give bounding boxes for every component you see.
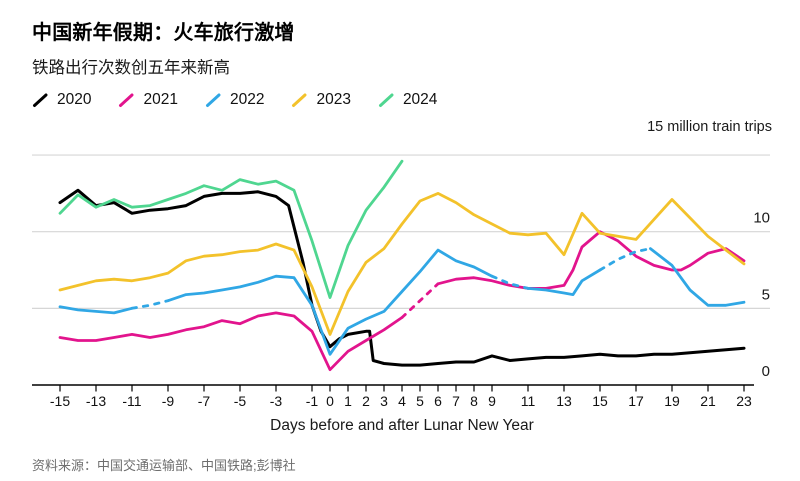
legend-label: 2023 (316, 91, 351, 108)
x-tick-label-17: 17 (628, 393, 644, 409)
legend-slash-swatch-icon (378, 93, 394, 107)
legend-label: 2022 (229, 91, 265, 108)
legend-item-2020: 2020 (32, 91, 91, 109)
legend-label: 2024 (402, 91, 438, 108)
y-tick-label-0: 0 (762, 363, 770, 380)
y-axis-unit-label: 15 million train trips (647, 119, 772, 135)
x-tick-label-0: 0 (326, 393, 334, 409)
x-tick-label-7: 7 (452, 393, 460, 409)
legend-slash-swatch-icon (33, 93, 48, 107)
x-tick-label--1: -1 (306, 393, 319, 409)
series-2023-line (58, 192, 746, 336)
x-tick-label-11: 11 (521, 393, 536, 409)
x-tick-label-9: 9 (488, 393, 496, 409)
x-tick-label--11: -11 (122, 393, 141, 409)
x-tick-label--3: -3 (270, 393, 283, 409)
x-tick-label--13: -13 (86, 393, 106, 409)
legend-slash-swatch-icon (205, 93, 221, 107)
series-2022-dashed-segment (598, 247, 652, 272)
legend-item-2022: 2022 (205, 91, 264, 109)
x-tick-label-15: 15 (592, 393, 608, 409)
x-axis-title: Days before and after Lunar New Year (270, 417, 534, 434)
legend-slash-swatch-icon (119, 93, 134, 107)
x-tick-label-23: 23 (736, 393, 752, 409)
x-tick-label-4: 4 (398, 393, 406, 409)
legend-slash-swatch-icon (292, 93, 307, 107)
y-tick-label-5: 5 (762, 286, 770, 303)
x-tick-label-13: 13 (556, 393, 572, 409)
series-2022-line (526, 268, 602, 296)
x-tick-label-2: 2 (362, 393, 370, 409)
series-2022-line (166, 248, 494, 356)
x-tick-label-5: 5 (416, 393, 424, 409)
x-tick-label-19: 19 (664, 393, 680, 409)
chart-legend: 2020 2021 2022 2023 2024 (32, 91, 772, 109)
series-2022-dashed-segment (130, 299, 170, 310)
x-tick-label--9: -9 (162, 393, 175, 409)
legend-item-2023: 2023 (291, 91, 351, 109)
x-tick-label-1: 1 (344, 393, 352, 409)
series-2021-line (436, 230, 746, 290)
x-tick-label--5: -5 (234, 393, 247, 409)
legend-label: 2021 (143, 91, 178, 108)
legend-item-2021: 2021 (118, 91, 178, 109)
x-tick-label-3: 3 (380, 393, 388, 409)
x-tick-label-6: 6 (434, 393, 442, 409)
page-title: 中国新年假期：火车旅行激增 (32, 22, 295, 44)
legend-item-2024: 2024 (378, 91, 437, 109)
series-2022-line (649, 247, 746, 307)
series-2024-line (58, 159, 404, 299)
series-2021-line (58, 311, 404, 372)
chart-subtitle: 铁路出行次数创五年来新高 (32, 59, 230, 77)
source-attribution: 资料来源：中国交通运输部、中国铁路;彭博社 (32, 458, 296, 473)
series-2020-line (58, 188, 746, 367)
y-tick-label-10: 10 (753, 210, 770, 227)
legend-label: 2020 (57, 91, 92, 108)
series-2022-line (58, 305, 134, 315)
x-tick-label--15: -15 (50, 393, 70, 409)
x-tick-label-21: 21 (700, 393, 716, 409)
x-tick-label--7: -7 (198, 393, 211, 409)
series-2021-dashed-segment (400, 282, 440, 319)
x-tick-label-8: 8 (470, 393, 478, 409)
